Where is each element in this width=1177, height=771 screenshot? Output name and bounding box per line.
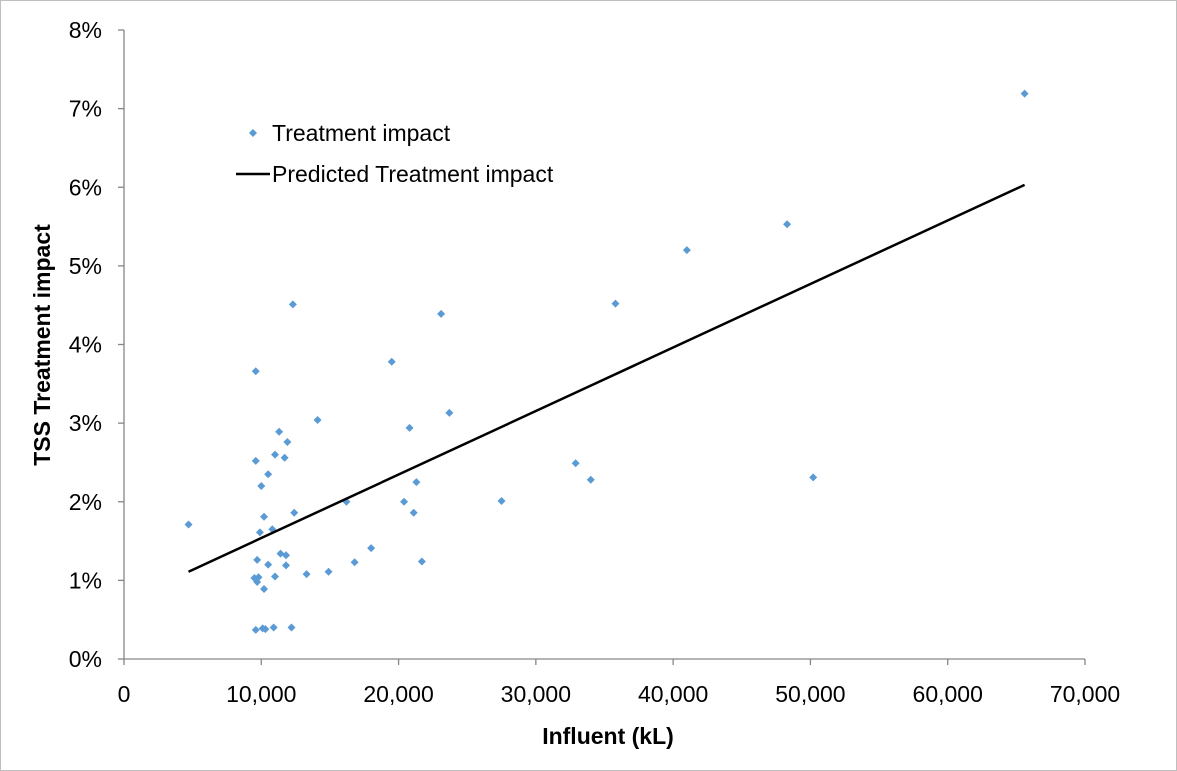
data-point — [437, 309, 446, 318]
data-point — [324, 567, 333, 576]
data-point — [313, 415, 322, 424]
data-point — [1020, 89, 1029, 98]
data-point — [445, 408, 454, 417]
data-point — [367, 544, 376, 553]
data-point — [281, 551, 290, 560]
data-point — [387, 357, 396, 366]
data-point — [255, 528, 264, 537]
data-point — [184, 520, 193, 529]
x-tick-label: 20,000 — [363, 681, 433, 707]
x-tick-label: 70,000 — [1050, 681, 1120, 707]
x-axis-title: Influent (kL) — [542, 723, 674, 749]
y-tick-label: 7% — [69, 96, 102, 122]
data-point — [251, 625, 260, 634]
y-tick-label: 6% — [69, 174, 102, 200]
data-point — [288, 300, 297, 309]
y-tick-label: 2% — [69, 489, 102, 515]
data-point — [571, 459, 580, 468]
data-point — [260, 512, 269, 521]
data-point — [269, 623, 278, 632]
y-tick-label: 8% — [69, 17, 102, 43]
data-point — [350, 558, 359, 567]
data-point — [253, 555, 262, 564]
data-point — [264, 470, 273, 479]
data-point — [251, 367, 260, 376]
data-point — [264, 560, 273, 569]
data-point — [809, 473, 818, 482]
data-point — [497, 496, 506, 505]
data-point — [586, 475, 595, 484]
x-tick-label: 0 — [118, 681, 131, 707]
y-tick-label: 4% — [69, 332, 102, 358]
predicted-treatment-impact-line — [187, 183, 1026, 573]
data-point — [417, 557, 426, 566]
data-point — [783, 220, 792, 229]
data-point — [261, 625, 270, 634]
legend-label-treatment-impact: Treatment impact — [272, 120, 451, 146]
data-point — [302, 570, 311, 579]
legend-marker-treatment-impact — [249, 129, 257, 137]
data-point — [283, 437, 292, 446]
y-tick-label: 1% — [69, 567, 102, 593]
data-point — [280, 453, 289, 462]
x-tick-label: 60,000 — [913, 681, 983, 707]
data-point — [260, 585, 269, 594]
data-point — [251, 456, 260, 465]
x-tick-label: 50,000 — [775, 681, 845, 707]
x-tick-label: 10,000 — [226, 681, 296, 707]
data-point — [254, 573, 263, 582]
x-tick-label: 40,000 — [638, 681, 708, 707]
data-point — [682, 246, 691, 255]
data-point — [271, 572, 280, 581]
data-point — [611, 299, 620, 308]
y-tick-label: 3% — [69, 410, 102, 436]
data-point — [409, 508, 418, 517]
data-point — [275, 427, 284, 436]
y-tick-label: 0% — [69, 646, 102, 672]
data-point — [271, 450, 280, 459]
data-point — [400, 497, 409, 506]
data-point — [281, 561, 290, 570]
legend-label-predicted-treatment-impact: Predicted Treatment impact — [272, 161, 554, 187]
legend: Treatment impact Predicted Treatment imp… — [236, 120, 554, 187]
data-point — [412, 478, 421, 487]
data-point — [290, 508, 299, 517]
data-point — [257, 482, 266, 491]
data-point — [287, 623, 296, 632]
data-point — [405, 423, 414, 432]
y-axis-title: TSS Treatment impact — [29, 224, 55, 466]
x-tick-label: 30,000 — [501, 681, 571, 707]
y-tick-label: 5% — [69, 253, 102, 279]
